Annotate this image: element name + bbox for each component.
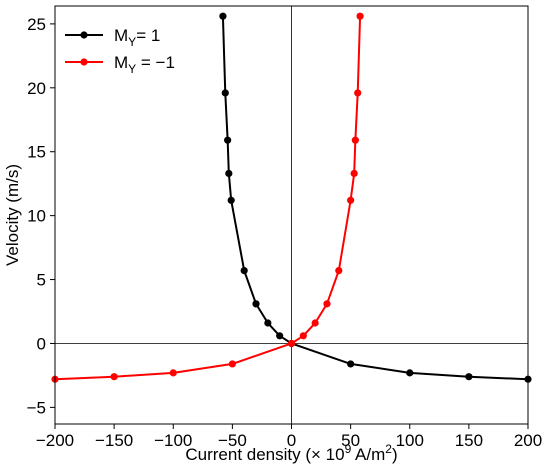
y-axis-title: Velocity (m/s) [3,164,22,266]
data-point [347,360,355,368]
x-axis-title-sup2: 2 [385,442,392,456]
y-axis-ticks: −5 0 5 10 15 20 25 [27,15,55,417]
data-point [221,89,229,97]
legend-label: MY = −1 [114,53,175,76]
series-2 [51,12,364,383]
x-axis-title: Current density (× 109 A/m2) [185,442,397,464]
data-point [347,196,355,204]
x-axis-title-sup1: 9 [345,442,352,456]
y-tick-label: 20 [27,79,46,98]
y-tick-label: 5 [37,271,46,290]
legend: MY= 1 MY = −1 [65,26,175,76]
data-point [335,267,343,275]
x-tick-label: −150 [95,431,133,450]
data-point [350,169,358,178]
data-point [287,339,296,348]
data-point [225,169,233,178]
data-point [240,267,248,275]
x-tick-label: 200 [514,431,542,450]
legend-marker [80,58,88,66]
data-point [354,89,362,97]
data-point [406,369,414,377]
x-axis-ticks: −200 −150 −100 −50 0 50 100 150 200 [36,424,542,450]
y-tick-label: 15 [27,143,46,162]
x-tick-label: −50 [218,431,247,450]
legend-label: MY= 1 [114,26,160,49]
series-line [54,16,362,381]
data-point [110,373,118,381]
data-point [323,300,331,308]
data-point [356,12,364,20]
y-tick-label: 25 [27,15,46,34]
data-point [264,319,272,327]
data-point [311,319,319,327]
series-line [221,16,529,381]
series-layer [51,12,532,383]
data-point [299,332,307,340]
x-tick-label: 100 [396,431,424,450]
y-tick-label: −5 [27,398,46,417]
y-tick-label: 10 [27,207,46,226]
legend-item-1: MY= 1 [65,26,160,49]
x-tick-label: −200 [36,431,74,450]
data-point [169,369,177,377]
data-point [228,360,236,368]
x-tick-label: 50 [341,431,360,450]
data-point [276,332,284,340]
y-tick-label: 0 [37,334,46,353]
x-axis-title-main: Current density (× 10 [185,445,344,464]
data-point [465,373,473,381]
legend-marker [80,31,88,39]
x-axis-title-unit: A/m [351,445,385,464]
data-point [224,136,232,144]
x-axis-title-close: ) [392,445,398,464]
x-tick-label: 150 [455,431,483,450]
data-point [227,196,235,204]
series-1 [219,12,532,383]
data-point [351,136,359,144]
legend-item-2: MY = −1 [65,53,175,76]
data-point [252,300,260,308]
data-point [219,12,227,20]
x-tick-label: 0 [287,431,296,450]
x-tick-label: −100 [154,431,192,450]
